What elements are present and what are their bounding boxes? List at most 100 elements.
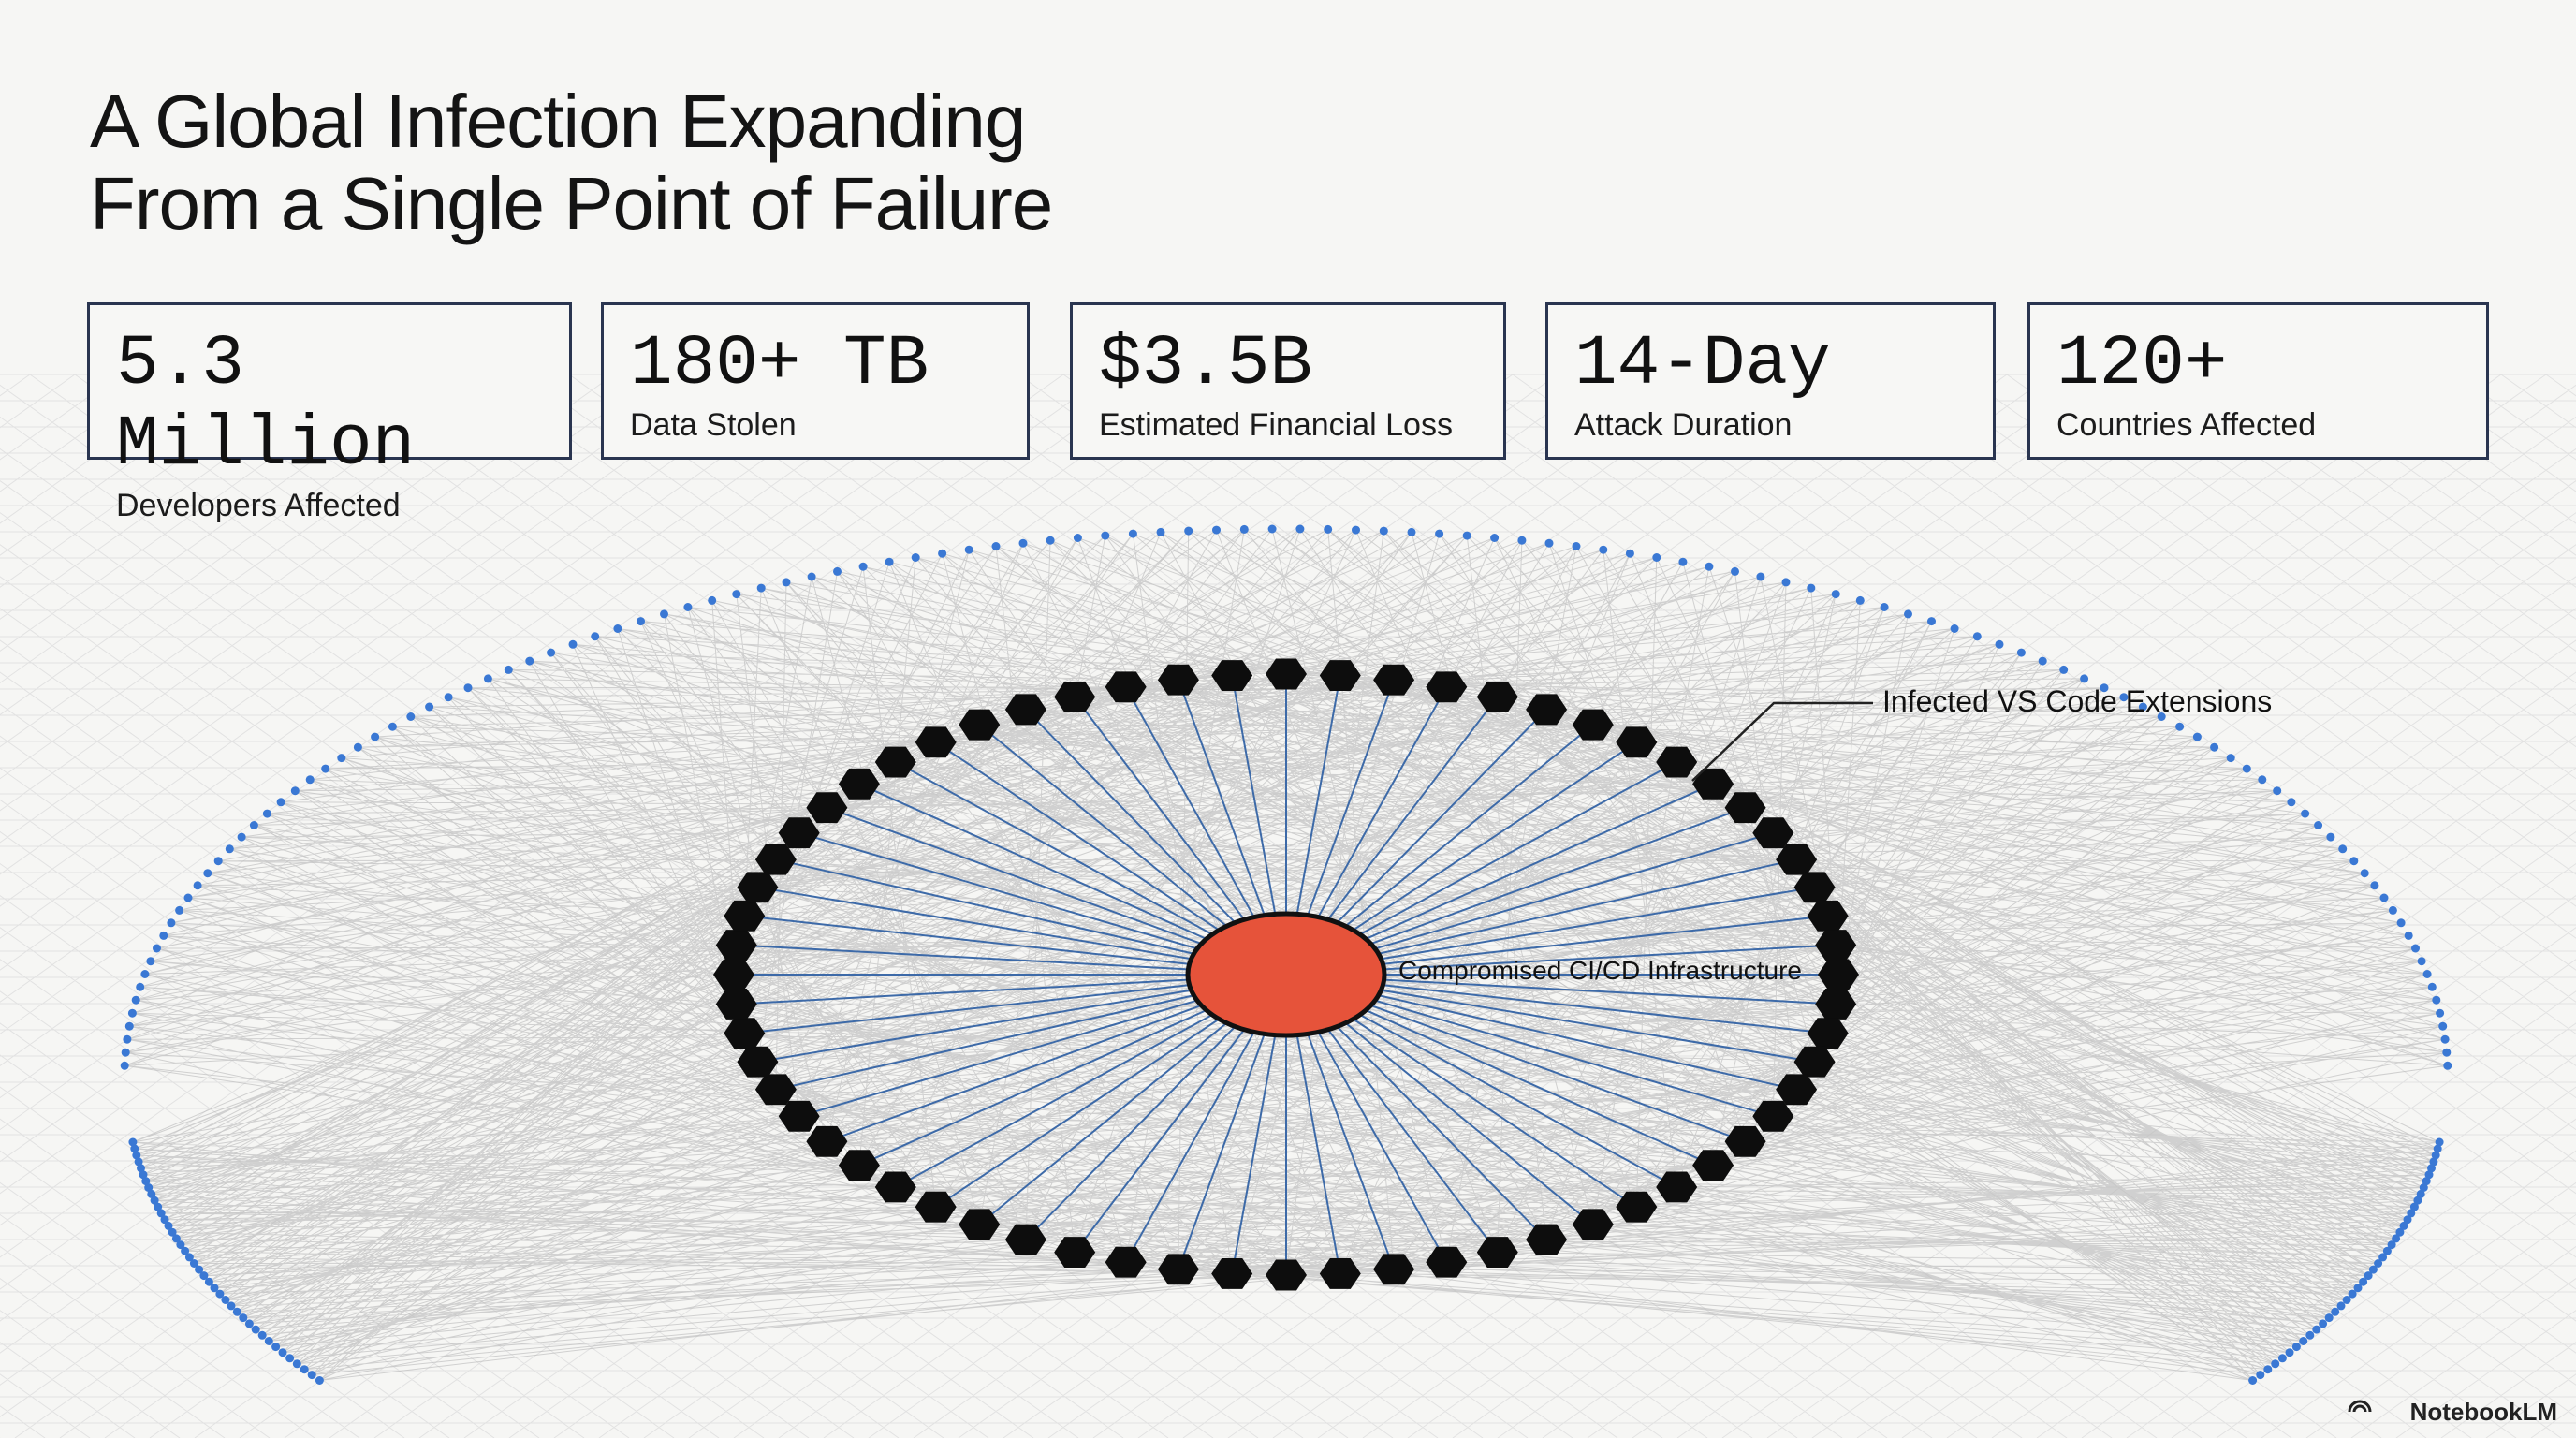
stat-label: Countries Affected (2056, 407, 2317, 443)
node-dot (756, 583, 766, 593)
extension-node (806, 1125, 848, 1157)
extension-node (1373, 1254, 1415, 1285)
node-dot (525, 656, 534, 666)
stat-value: 120+ (2056, 324, 2228, 404)
node-dot (2291, 1343, 2301, 1352)
stat-card: 14-Day Attack Duration (1545, 302, 1996, 460)
node-dot (213, 857, 223, 866)
extension-node (1266, 1259, 1307, 1291)
node-dot (2271, 1359, 2280, 1369)
node-dot (504, 665, 513, 674)
node-dot (292, 1359, 301, 1369)
node-dot (136, 982, 145, 991)
node-dot (2175, 722, 2185, 731)
node-dot (483, 674, 492, 683)
node-dot (2403, 1215, 2412, 1225)
node-dot (2100, 683, 2109, 693)
extension-node (1656, 746, 1698, 778)
node-dot (1731, 566, 1739, 576)
node-dot (124, 1021, 134, 1031)
node-dot (199, 1271, 209, 1281)
extension-node (1211, 1258, 1253, 1289)
node-dot (264, 1337, 273, 1345)
extension-node (737, 872, 779, 903)
node-dot (203, 869, 212, 878)
node-dot (337, 754, 346, 763)
node-dot (2419, 1183, 2428, 1192)
node-dot (168, 1227, 177, 1237)
node-dot (307, 1371, 316, 1380)
node-dot (353, 742, 362, 752)
node-dot (2443, 1061, 2452, 1070)
node-dot (2413, 1196, 2422, 1205)
node-dot (183, 893, 193, 902)
node-dot (300, 1365, 309, 1374)
node-dot (1599, 545, 1608, 554)
node-dot (1407, 527, 1416, 536)
node-dot (137, 1164, 145, 1173)
extension-node (1752, 1100, 1794, 1132)
extension-node (1105, 1246, 1147, 1278)
node-dot (2433, 1144, 2442, 1153)
node-dot (1046, 536, 1055, 545)
node-dot (1101, 531, 1110, 540)
node-dot (660, 609, 668, 619)
node-dot (1756, 572, 1765, 581)
extension-node (1815, 989, 1857, 1020)
extension-node (1319, 1258, 1361, 1289)
node-dot (444, 693, 453, 702)
node-dot (290, 786, 300, 796)
stat-label: Estimated Financial Loss (1099, 407, 1453, 443)
node-dot (278, 1348, 287, 1357)
node-dot (911, 553, 920, 562)
node-dot (938, 549, 947, 558)
extension-node (1807, 1018, 1849, 1049)
node-dot (2432, 995, 2441, 1005)
node-dot (2360, 869, 2369, 878)
extension-node (1572, 709, 1614, 741)
node-dot (2422, 1177, 2431, 1186)
stat-card: $3.5B Estimated Financial Loss (1070, 302, 1506, 460)
extension-node (1724, 1125, 1766, 1157)
node-dot (2299, 1337, 2308, 1345)
node-dot (2210, 742, 2219, 752)
node-dot (2396, 918, 2406, 928)
node-dot (237, 832, 246, 842)
extension-node (713, 959, 754, 990)
node-dot (2242, 764, 2251, 773)
node-dot (131, 995, 140, 1005)
node-dot (1678, 557, 1688, 566)
node-dot (885, 557, 894, 566)
node-dot (147, 1189, 156, 1198)
extension-node (1724, 792, 1766, 824)
node-dot (2431, 1151, 2440, 1160)
node-dot (2427, 1164, 2436, 1173)
node-dot (249, 821, 258, 829)
extension-node (1807, 900, 1849, 932)
extension-node (1054, 1237, 1096, 1268)
stat-label: Developers Affected (116, 488, 401, 523)
node-dot (1927, 617, 1936, 626)
node-dot (1705, 562, 1714, 571)
stat-label: Attack Duration (1574, 407, 1793, 443)
node-dot (708, 595, 717, 605)
node-dot (2138, 702, 2147, 712)
stat-card: 5.3 Million Developers Affected (87, 302, 572, 523)
node-dot (2331, 1307, 2340, 1316)
node-dot (204, 1277, 213, 1286)
node-dot (2395, 1227, 2405, 1237)
extension-node (778, 817, 820, 849)
node-dot (2059, 665, 2069, 674)
node-dot (2263, 1365, 2273, 1374)
extension-node (1616, 726, 1658, 758)
extension-node (1476, 1237, 1518, 1268)
node-dot (2285, 1348, 2294, 1357)
node-dot (2427, 982, 2437, 991)
node-dot (123, 1034, 132, 1044)
extension-node (838, 1150, 880, 1181)
node-dot (2416, 1189, 2425, 1198)
node-dot (153, 944, 161, 953)
node-dot (2442, 1048, 2452, 1057)
node-dot (1435, 529, 1444, 538)
